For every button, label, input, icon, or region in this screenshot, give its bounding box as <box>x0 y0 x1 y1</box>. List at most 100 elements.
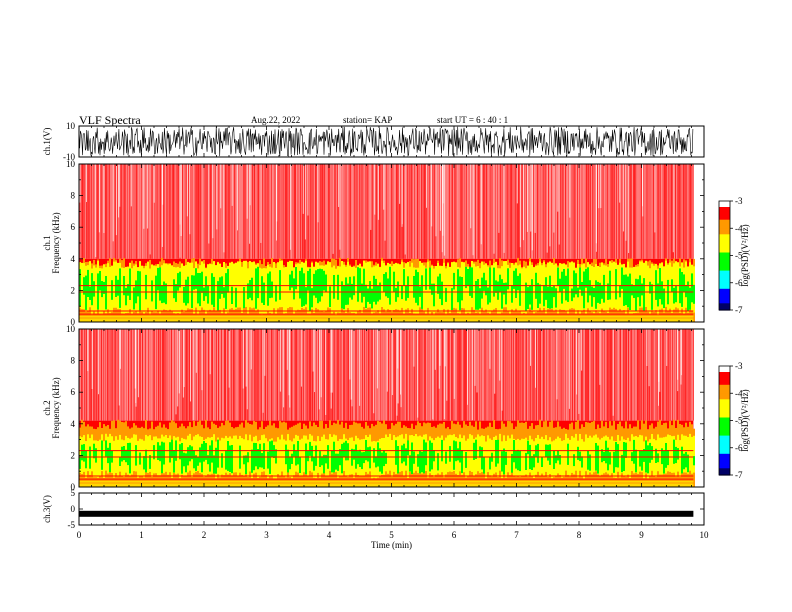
noise-column <box>624 329 625 421</box>
orange-band <box>517 257 519 322</box>
yellow-band <box>655 263 657 311</box>
orange-band <box>385 265 387 322</box>
noise-column <box>214 329 215 421</box>
noise-column <box>476 329 477 421</box>
noise-column <box>320 164 321 259</box>
orange-band <box>445 428 447 487</box>
orange-band <box>569 262 571 322</box>
orange-band <box>165 427 167 487</box>
orange-band <box>473 426 475 487</box>
noise-column <box>384 329 385 421</box>
yellow-band <box>661 262 663 309</box>
green-band <box>579 451 581 462</box>
yellow-band <box>465 440 467 478</box>
yellow-band <box>601 262 603 309</box>
yellow-band <box>137 267 139 314</box>
noise-column <box>289 329 290 421</box>
noise-column <box>532 164 533 259</box>
noise-column <box>609 329 610 421</box>
orange-band <box>257 265 259 322</box>
orange-band <box>371 423 373 487</box>
green-band <box>545 277 547 300</box>
yellow-band <box>555 263 557 310</box>
yellow-band <box>257 441 259 478</box>
orange-band <box>139 264 141 322</box>
noise-column <box>499 164 500 259</box>
noise-column <box>674 329 675 421</box>
green-band <box>645 440 647 473</box>
green-band <box>307 450 309 462</box>
noise-streak <box>195 329 197 373</box>
yellow-band <box>227 437 229 475</box>
noise-column <box>301 329 302 421</box>
yellow-band <box>559 263 561 310</box>
noise-column <box>236 164 237 259</box>
noise-column <box>473 329 474 421</box>
orange-band <box>317 262 319 322</box>
orange-band <box>577 420 579 487</box>
green-band <box>539 284 541 304</box>
green-band <box>587 450 589 470</box>
noise-streak <box>648 329 650 387</box>
noise-streak <box>646 329 648 367</box>
noise-column <box>574 329 575 421</box>
noise-column <box>289 164 290 259</box>
noise-streak <box>212 164 214 239</box>
orange-band <box>383 260 385 322</box>
yellow-band <box>187 435 189 473</box>
noise-column <box>540 329 541 421</box>
yellow-band <box>475 437 477 475</box>
noise-column <box>271 329 272 421</box>
noise-column <box>241 164 242 259</box>
noise-column <box>531 329 532 421</box>
noise-column <box>123 164 124 259</box>
orange-band <box>253 264 255 322</box>
noise-streak <box>103 164 105 233</box>
noise-column <box>197 164 198 259</box>
yellow-band <box>135 264 137 311</box>
green-band <box>171 439 173 458</box>
noise-streak <box>401 164 403 225</box>
green-band <box>433 450 435 462</box>
orange-band <box>553 427 555 487</box>
noise-column <box>373 164 374 259</box>
noise-column <box>243 329 244 421</box>
yellow-band <box>423 265 425 312</box>
green-band <box>83 277 85 295</box>
noise-column <box>425 329 426 421</box>
orange-band <box>271 258 273 322</box>
orange-band <box>101 428 103 487</box>
green-band <box>201 271 203 293</box>
green-band <box>687 454 689 473</box>
yellow-band <box>151 440 153 477</box>
noise-column <box>328 329 329 421</box>
orange-band <box>467 263 469 322</box>
green-band <box>683 453 685 470</box>
noise-column <box>200 329 201 421</box>
colorbar-cell <box>719 222 730 226</box>
green-band <box>185 279 187 306</box>
yellow-band <box>321 436 323 474</box>
yellow-band <box>247 268 249 315</box>
green-band <box>631 284 633 296</box>
noise-column <box>333 164 334 259</box>
noise-column <box>102 164 103 259</box>
noise-column <box>496 164 497 259</box>
y-tick-label: 4 <box>71 254 76 264</box>
orange-band <box>521 267 523 322</box>
green-band <box>205 276 207 297</box>
noise-column <box>389 329 390 421</box>
noise-column <box>375 329 376 421</box>
noise-column <box>422 329 423 421</box>
orange-band <box>421 263 423 322</box>
yellow-band <box>379 438 381 476</box>
noise-column <box>109 329 110 421</box>
orange-band <box>289 264 291 322</box>
orange-band <box>403 262 405 322</box>
noise-column <box>665 164 666 259</box>
green-band <box>501 279 503 309</box>
green-band <box>367 288 369 302</box>
green-band <box>429 267 431 290</box>
x-tick-label: 6 <box>452 530 457 540</box>
yellow-band <box>207 264 209 311</box>
